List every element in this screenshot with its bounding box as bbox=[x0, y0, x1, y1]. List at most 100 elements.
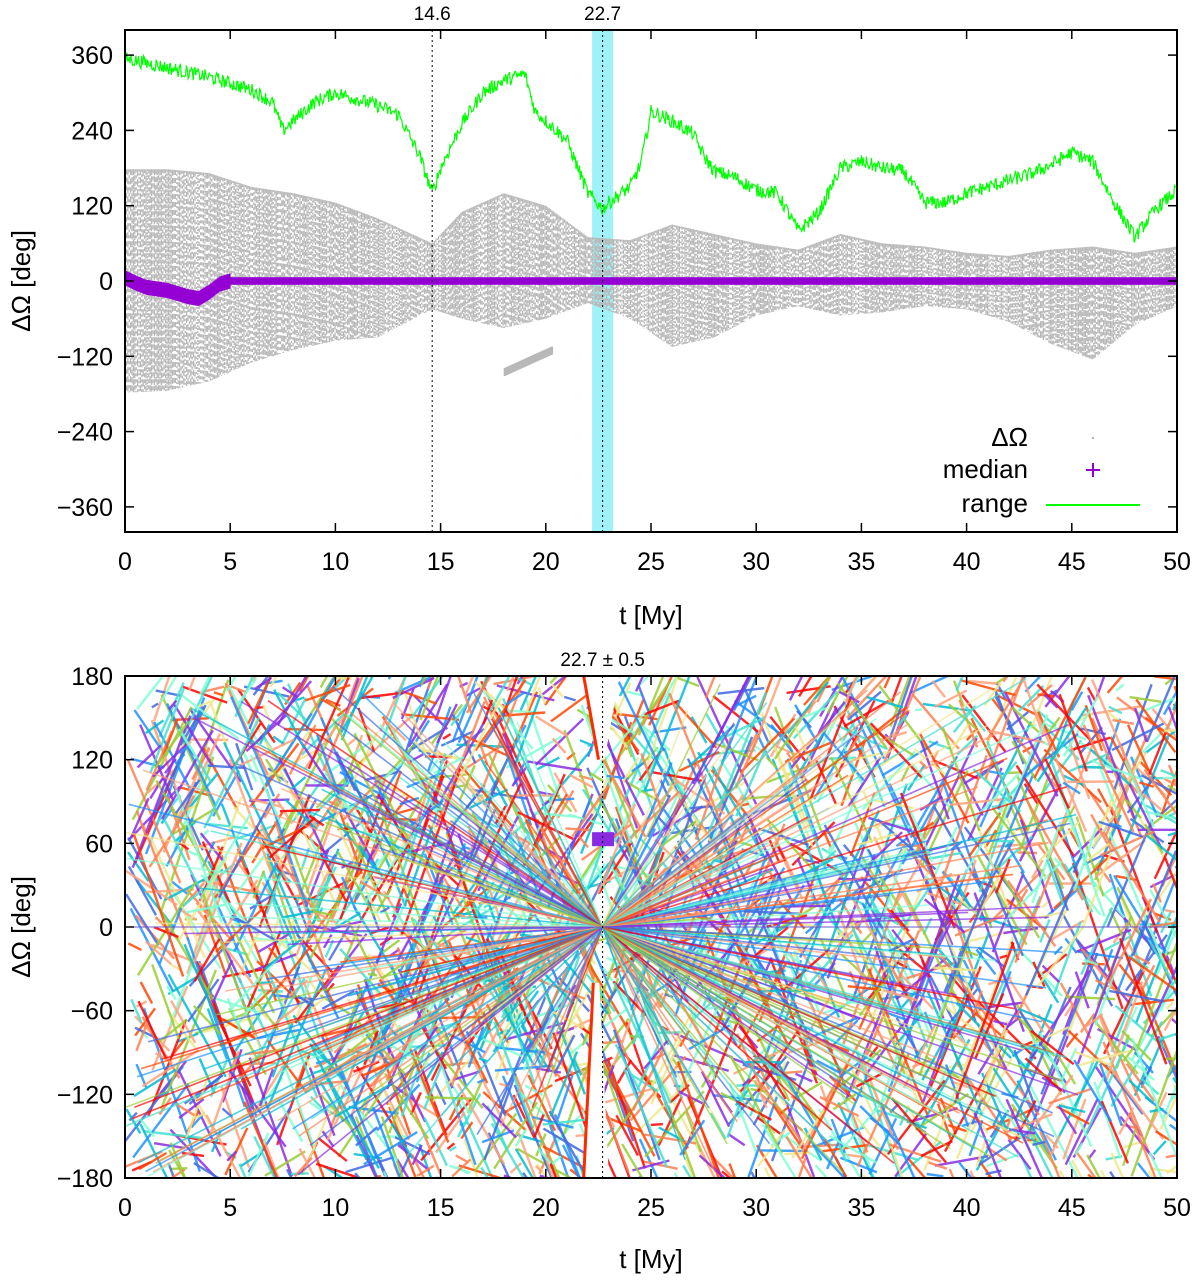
trajectory-segment bbox=[423, 1060, 445, 1110]
trajectory-segment bbox=[298, 1148, 317, 1178]
trajectory-segment bbox=[211, 959, 234, 1004]
trajectory-segment bbox=[272, 735, 286, 746]
trajectory-segment bbox=[1128, 1079, 1154, 1104]
converging-trajectory bbox=[602, 926, 1063, 1082]
converging-trajectory bbox=[601, 748, 714, 928]
trajectory-segment bbox=[888, 783, 941, 892]
x-tick-label: 0 bbox=[118, 548, 132, 576]
trajectory-segment bbox=[278, 725, 337, 838]
trajectory-segment bbox=[1008, 978, 1045, 1033]
trajectory-segment bbox=[1109, 989, 1165, 1003]
trajectory-segment bbox=[673, 1008, 719, 1103]
converging-trajectory bbox=[401, 926, 603, 973]
trajectory-segment bbox=[1175, 1043, 1177, 1046]
trajectory-segment bbox=[822, 829, 833, 849]
trajectory-segment bbox=[127, 851, 150, 882]
trajectory-segment bbox=[482, 1060, 507, 1117]
trajectory-segment bbox=[631, 1047, 665, 1112]
trajectory-segment bbox=[410, 1153, 426, 1178]
trajectory-segment bbox=[322, 934, 333, 949]
trajectory-segment bbox=[987, 1174, 992, 1178]
trajectory-segment bbox=[1064, 1098, 1099, 1166]
converging-trajectory bbox=[516, 721, 604, 928]
trajectory-segment bbox=[561, 1144, 581, 1178]
trajectory-segment bbox=[1098, 1063, 1123, 1127]
trajectory-segment bbox=[1148, 940, 1174, 982]
trajectory-segment bbox=[135, 1024, 148, 1052]
converging-trajectory bbox=[443, 741, 604, 928]
converging-trajectory bbox=[128, 803, 603, 928]
trajectory-segment bbox=[341, 932, 354, 946]
trajectory-segment bbox=[959, 678, 1017, 697]
trajectory-segment bbox=[823, 824, 884, 930]
trajectory-segment bbox=[635, 676, 645, 692]
trajectory-segment bbox=[1019, 732, 1079, 782]
bottom-y-axis-title: ΔΩ [deg] bbox=[6, 876, 36, 978]
annotation-label: 22.7 ± 0.5 bbox=[560, 650, 644, 671]
trajectory-segment bbox=[847, 690, 882, 721]
trajectory-segment bbox=[377, 793, 417, 857]
trajectory-segment bbox=[1165, 1153, 1177, 1159]
converging-trajectory bbox=[601, 926, 719, 1078]
trajectory-segment bbox=[1036, 706, 1088, 783]
converging-trajectory bbox=[524, 827, 604, 928]
converging-trajectory bbox=[602, 926, 937, 1059]
converging-trajectory bbox=[261, 926, 603, 992]
trajectory-segment bbox=[564, 1033, 575, 1051]
trajectory-segment bbox=[1163, 1004, 1177, 1032]
converging-trajectory bbox=[361, 926, 603, 1056]
trajectory-segment bbox=[1053, 945, 1063, 956]
converging-trajectory bbox=[601, 701, 768, 928]
trajectory-segment bbox=[276, 691, 307, 721]
gap-edge bbox=[582, 982, 595, 1178]
trajectory-segment bbox=[630, 760, 646, 773]
trajectory-segment bbox=[795, 1072, 813, 1083]
trajectory-segment bbox=[1100, 830, 1155, 857]
trajectory-segment bbox=[1053, 857, 1109, 910]
trajectory-segment bbox=[612, 1029, 661, 1161]
trajectory-segment bbox=[630, 1073, 659, 1093]
trajectory-segment bbox=[679, 1119, 706, 1156]
trajectory-segment bbox=[334, 1082, 393, 1118]
trajectory-segment bbox=[909, 1107, 958, 1123]
trajectory-segment bbox=[478, 1057, 488, 1063]
converging-trajectory bbox=[223, 926, 603, 944]
trajectory-segment bbox=[1073, 1142, 1084, 1156]
converging-trajectory bbox=[531, 926, 604, 1108]
trajectory-segment bbox=[547, 784, 573, 813]
trajectory-segment bbox=[1062, 781, 1081, 795]
x-tick-label: 10 bbox=[321, 1194, 349, 1222]
trajectory-segment bbox=[192, 1004, 222, 1036]
purple-cluster bbox=[592, 832, 615, 847]
delta-omega-point bbox=[526, 357, 529, 366]
trajectory-segment bbox=[615, 1114, 639, 1156]
trajectory-segment bbox=[151, 702, 159, 709]
converging-trajectory bbox=[602, 766, 819, 928]
trajectory-segment bbox=[135, 810, 147, 837]
trajectory-segment bbox=[304, 676, 337, 732]
trajectory-segment bbox=[536, 756, 560, 771]
annotation-label: 14.6 bbox=[414, 4, 451, 25]
trajectory-segment bbox=[1070, 691, 1084, 711]
trajectory-segment bbox=[1102, 831, 1161, 923]
trajectory-segment bbox=[967, 679, 1002, 686]
converging-trajectory bbox=[602, 864, 1022, 928]
trajectory-segment bbox=[396, 676, 399, 677]
trajectory-segment bbox=[506, 676, 515, 692]
delta-omega-point bbox=[521, 359, 524, 368]
trajectory-segment bbox=[310, 1045, 368, 1161]
trajectory-segment bbox=[788, 676, 804, 701]
trajectory-segment bbox=[166, 1009, 197, 1050]
trajectory-segment bbox=[979, 1020, 1009, 1094]
trajectory-segment bbox=[1134, 954, 1151, 965]
trajectory-segment bbox=[1118, 937, 1168, 1065]
trajectory-segment bbox=[1031, 1038, 1060, 1071]
trajectory-segment bbox=[947, 1123, 967, 1133]
trajectory-segment bbox=[514, 1148, 535, 1178]
trajectory-segment bbox=[534, 1165, 543, 1173]
trajectory-segment bbox=[1155, 1130, 1177, 1146]
bottom-x-axis: 0 5 10 15 20 25 30 35 40 45 50 bbox=[118, 676, 1191, 1222]
legend-label-delta-omega: ΔΩ bbox=[991, 422, 1028, 452]
trajectory-segment bbox=[1152, 1140, 1167, 1156]
converging-trajectory bbox=[235, 902, 603, 928]
